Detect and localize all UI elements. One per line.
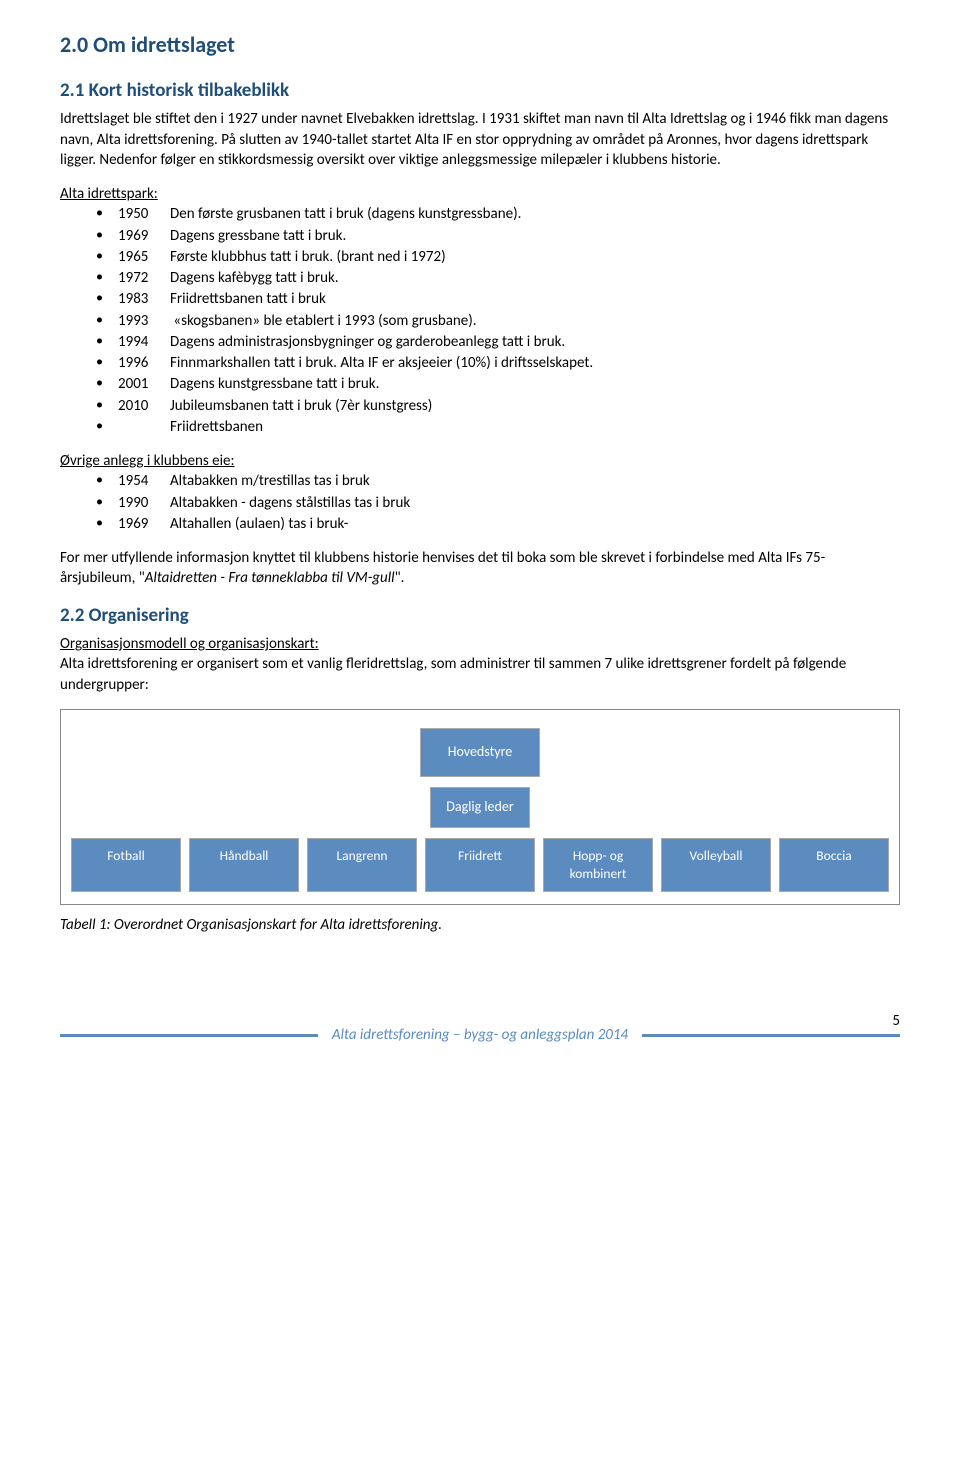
list-item: 1993 «skogsbanen» ble etablert i 1993 (s… [96, 311, 900, 331]
year: 2010 [118, 396, 170, 416]
org-subhead: Organisasjonsmodell og organisasjonskart… [60, 634, 900, 654]
list-item: 1983Friidrettsbanen tatt i bruk [96, 289, 900, 309]
figure-caption: Tabell 1: Overordnet Organisasjonskart f… [60, 915, 900, 935]
closing-italic: Altaidretten - Fra tønneklabba til VM-gu… [145, 569, 395, 587]
item-text: Finnmarkshallen tatt i bruk. Alta IF er … [170, 354, 593, 372]
org-node-daglig-leder: Daglig leder [430, 787, 530, 828]
org-node-volleyball: Volleyball [661, 838, 771, 892]
item-text: Første klubbhus tatt i bruk. (brant ned … [170, 248, 446, 266]
closing-paragraph: For mer utfyllende informasjon knyttet t… [60, 548, 900, 589]
year: 1983 [118, 289, 170, 309]
list-item: 1969Altahallen (aulaen) tas i bruk- [96, 514, 900, 534]
park-label: Alta idrettspark: [60, 184, 900, 204]
list-item: 1994Dagens administrasjonsbygninger og g… [96, 332, 900, 352]
item-text: Friidrettsbanen tatt i bruk [170, 290, 326, 308]
section-heading-21: 2.1 Kort historisk tilbakeblikk [60, 78, 900, 104]
list-item: 1954Altabakken m/trestillas tas i bruk [96, 471, 900, 491]
org-node-friidrett: Friidrett [425, 838, 535, 892]
org-node-handball: Håndball [189, 838, 299, 892]
year: 1969 [118, 514, 170, 534]
item-text: Dagens administrasjonsbygninger og garde… [170, 333, 565, 351]
year: 1996 [118, 353, 170, 373]
footer-line-right [642, 1034, 900, 1037]
org-node-boccia: Boccia [779, 838, 889, 892]
section-heading-main: 2.0 Om idrettslaget [60, 30, 900, 60]
intro-paragraph: Idrettslaget ble stiftet den i 1927 unde… [60, 109, 900, 170]
year: 1993 [118, 311, 170, 331]
list-item: 2010Jubileumsbanen tatt i bruk (7èr kuns… [96, 396, 900, 416]
item-text: Altabakken m/trestillas tas i bruk [170, 472, 370, 490]
list-item: 1996Finnmarkshallen tatt i bruk. Alta IF… [96, 353, 900, 373]
item-text: Altahallen (aulaen) tas i bruk- [170, 515, 348, 533]
list-item: 1950Den første grusbanen tatt i bruk (da… [96, 204, 900, 224]
item-text: Dagens gressbane tatt i bruk. [170, 227, 346, 245]
list-item: 2001Dagens kunstgressbane tatt i bruk. [96, 374, 900, 394]
item-text: Dagens kafèbygg tatt i bruk. [170, 269, 339, 287]
year: 1994 [118, 332, 170, 352]
item-text: Den første grusbanen tatt i bruk (dagens… [170, 205, 521, 223]
list-item: Friidrettsbanen [96, 417, 900, 437]
page-footer: Alta idrettsforening – bygg- og anleggsp… [60, 1025, 900, 1045]
list-item: 1969Dagens gressbane tatt i bruk. [96, 226, 900, 246]
year: 1972 [118, 268, 170, 288]
org-node-hovedstyre: Hovedstyre [420, 728, 540, 777]
year: 1950 [118, 204, 170, 224]
park-timeline: 1950Den første grusbanen tatt i bruk (da… [60, 204, 900, 437]
section-heading-22: 2.2 Organisering [60, 603, 900, 629]
org-node-hopp: Hopp- og kombinert [543, 838, 653, 892]
item-text: Friidrettsbanen [170, 418, 263, 436]
other-label: Øvrige anlegg i klubbens eie: [60, 451, 900, 471]
org-chart: Hovedstyre Daglig leder Fotball Håndball… [60, 709, 900, 905]
footer-line-left [60, 1034, 318, 1037]
org-intro: Alta idrettsforening er organisert som e… [60, 654, 900, 695]
list-item: 1965Første klubbhus tatt i bruk. (brant … [96, 247, 900, 267]
item-text: Jubileumsbanen tatt i bruk (7èr kunstgre… [170, 397, 432, 415]
closing-post: ". [395, 569, 405, 587]
list-item: 1972Dagens kafèbygg tatt i bruk. [96, 268, 900, 288]
other-timeline: 1954Altabakken m/trestillas tas i bruk 1… [60, 471, 900, 534]
year: 1965 [118, 247, 170, 267]
org-node-langrenn: Langrenn [307, 838, 417, 892]
item-text: Altabakken - dagens stålstillas tas i br… [170, 494, 410, 512]
item-text: «skogsbanen» ble etablert i 1993 (som gr… [170, 312, 477, 330]
year: 1954 [118, 471, 170, 491]
year: 1969 [118, 226, 170, 246]
org-node-fotball: Fotball [71, 838, 181, 892]
year: 2001 [118, 374, 170, 394]
list-item: 1990Altabakken - dagens stålstillas tas … [96, 493, 900, 513]
item-text: Dagens kunstgressbane tatt i bruk. [170, 375, 379, 393]
page-number: 5 [892, 1011, 900, 1031]
footer-text: Alta idrettsforening – bygg- og anleggsp… [332, 1025, 628, 1045]
year: 1990 [118, 493, 170, 513]
